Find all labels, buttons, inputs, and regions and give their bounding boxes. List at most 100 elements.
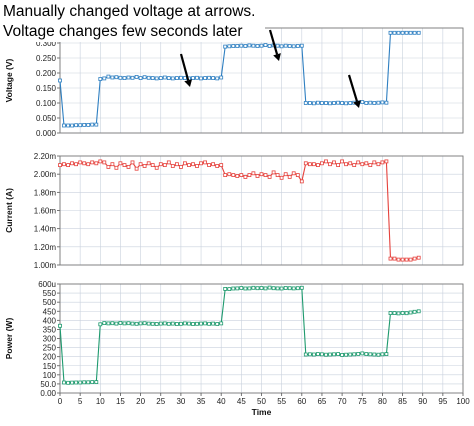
- voltage-data-point: [408, 30, 413, 35]
- power-data-point: [126, 321, 131, 326]
- voltage-y-tick-label: 0.150: [36, 84, 57, 93]
- voltage-data-point: [66, 123, 70, 128]
- power-data-point: [82, 380, 87, 385]
- voltage-y-tick-label: 0.200: [36, 69, 57, 78]
- power-data-point: [158, 321, 163, 326]
- voltage-data-point: [360, 100, 365, 104]
- voltage-data-point: [199, 76, 203, 81]
- power-data-point: [94, 380, 99, 385]
- voltage-data-point: [170, 76, 175, 81]
- current-data-point: [344, 162, 349, 167]
- voltage-data-point: [384, 100, 389, 105]
- current-data-point: [336, 163, 341, 168]
- current-data-point: [195, 164, 199, 168]
- power-data-point: [58, 323, 62, 328]
- power-y-tick-label: 150: [43, 362, 57, 371]
- voltage-data-point: [243, 44, 248, 48]
- voltage-data-point: [392, 30, 397, 35]
- power-data-point: [328, 352, 332, 357]
- power-panel: 0.0050.010015020025030035040045050055060…: [4, 280, 470, 417]
- current-data-point: [291, 171, 296, 176]
- power-x-tick-label: 20: [136, 397, 145, 406]
- power-x-tick-label: 65: [317, 397, 326, 406]
- power-data-point: [416, 309, 421, 314]
- current-data-point: [199, 161, 203, 166]
- voltage-data-point: [146, 75, 151, 80]
- power-x-tick-label: 35: [197, 397, 206, 406]
- voltage-data-point: [239, 43, 244, 48]
- voltage-data-point: [90, 122, 95, 127]
- power-data-point: [259, 286, 264, 290]
- annotation-line-1: Manually changed voltage at arrows.: [3, 3, 256, 20]
- current-data-point: [58, 163, 62, 168]
- current-data-point: [215, 164, 220, 168]
- voltage-data-point: [388, 30, 393, 35]
- current-data-point: [102, 160, 107, 165]
- current-data-point: [319, 161, 324, 166]
- voltage-data-point: [82, 123, 87, 127]
- current-data-point: [307, 162, 312, 167]
- power-data-point: [336, 352, 341, 357]
- voltage-data-point: [211, 76, 216, 80]
- voltage-data-point: [219, 75, 224, 80]
- power-x-tick-label: 55: [277, 397, 286, 406]
- current-data-point: [303, 161, 308, 166]
- voltage-data-point: [223, 44, 228, 49]
- power-x-tick-label: 50: [257, 397, 266, 406]
- voltage-data-point: [94, 122, 99, 127]
- voltage-data-point: [267, 44, 272, 48]
- current-data-point: [191, 162, 195, 167]
- power-data-point: [299, 285, 304, 290]
- power-data-point: [372, 352, 377, 357]
- voltage-data-point: [303, 101, 308, 105]
- current-panel: 1.00m 1.20m 1.40m 1.60m 1.80m 2.00m 2.20m Curre…: [4, 152, 464, 270]
- power-data-point: [102, 321, 107, 326]
- current-data-point: [247, 173, 252, 178]
- current-data-point: [110, 162, 115, 167]
- current-data-point: [106, 164, 111, 169]
- voltage-data-point: [150, 76, 155, 80]
- current-data-point: [174, 162, 179, 167]
- voltage-data-point: [138, 76, 143, 80]
- power-data-point: [195, 321, 199, 326]
- voltage-data-point: [348, 101, 353, 105]
- voltage-data-point: [396, 30, 401, 35]
- power-x-tick-label: 75: [358, 397, 367, 406]
- current-data-point: [94, 161, 99, 166]
- power-data-point: [174, 322, 179, 326]
- voltage-data-point: [134, 75, 139, 79]
- voltage-data-point: [58, 78, 62, 83]
- power-data-point: [182, 321, 187, 326]
- voltage-data-point: [162, 75, 167, 80]
- power-x-tick-label: 15: [116, 397, 125, 406]
- current-y-tick-label: 1.20m: [34, 243, 57, 252]
- current-data-point: [356, 160, 361, 165]
- current-data-point: [239, 173, 244, 178]
- power-y-tick-label: 300: [43, 335, 57, 344]
- current-data-point: [311, 162, 316, 167]
- power-data-point: [408, 310, 413, 315]
- voltage-data-point: [74, 123, 78, 128]
- power-data-point: [332, 352, 336, 357]
- power-data-point: [114, 321, 119, 326]
- power-data-point: [110, 321, 115, 326]
- power-data-point: [287, 286, 292, 291]
- voltage-data-point: [311, 101, 316, 106]
- power-data-point: [74, 380, 78, 385]
- voltage-data-point: [368, 100, 373, 105]
- power-data-point: [243, 286, 248, 291]
- power-y-tick-label: 600u: [38, 280, 56, 289]
- voltage-data-point: [307, 101, 312, 105]
- power-data-point: [142, 321, 147, 326]
- current-data-point: [299, 179, 304, 184]
- voltage-y-tick-label: 0.250: [36, 54, 57, 63]
- voltage-data-point: [158, 76, 163, 80]
- current-data-point: [66, 163, 70, 168]
- voltage-data-point: [412, 30, 417, 35]
- power-x-tick-label: 95: [438, 397, 447, 406]
- voltage-y-tick-label: 0.050: [36, 114, 57, 123]
- voltage-data-point: [142, 75, 147, 80]
- voltage-data-point: [251, 43, 256, 48]
- voltage-data-point: [255, 44, 260, 48]
- voltage-data-point: [166, 76, 171, 80]
